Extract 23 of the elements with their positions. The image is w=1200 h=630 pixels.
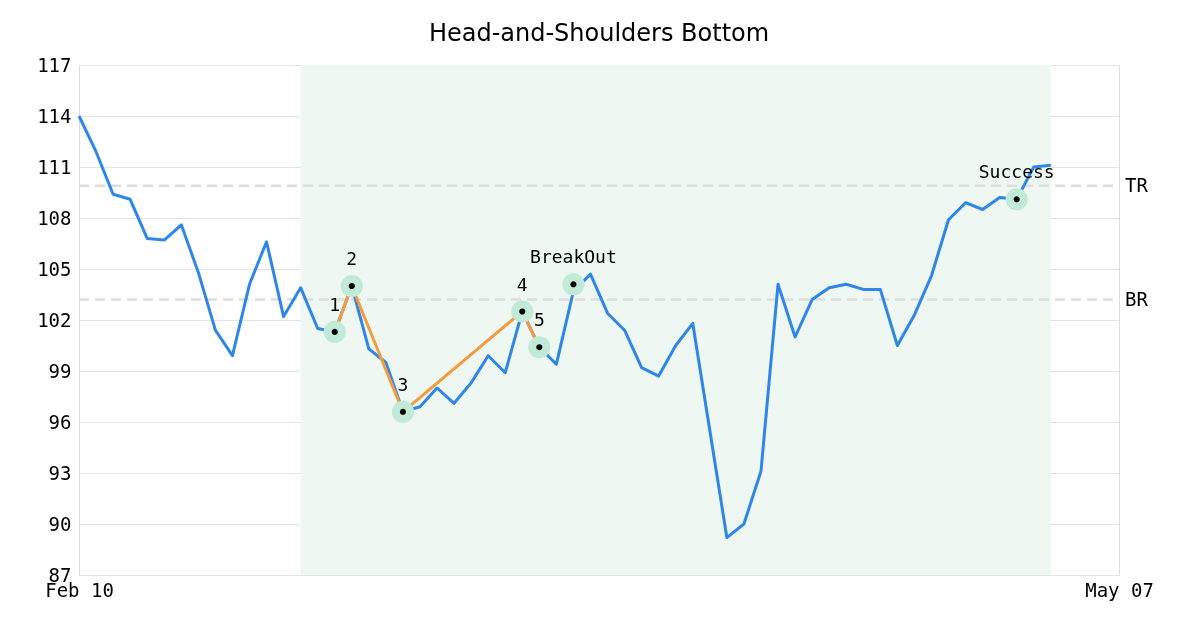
y-tick-label: 90 (48, 512, 72, 535)
line-series (77, 114, 1053, 540)
y-tick-label: 99 (48, 359, 72, 382)
y-tick-label: 93 (48, 461, 72, 484)
x-tick-label: May 07 (1085, 578, 1154, 601)
chart-title: Head-and-Shoulders Bottom (428, 19, 770, 47)
ref-line-label: TR (1125, 173, 1149, 196)
y-tick-label: 102 (37, 308, 72, 331)
y-tick-label: 117 (37, 53, 72, 76)
annotation: 2 (346, 248, 358, 269)
ref-line-label: BR (1125, 287, 1149, 310)
annotation: BreakOut (530, 246, 617, 268)
point (1005, 188, 1028, 211)
y-tick-label: 114 (37, 104, 72, 127)
annotation: 3 (397, 373, 409, 395)
y-tick-label: 96 (48, 410, 72, 433)
point (562, 273, 585, 296)
annotation: 5 (533, 309, 545, 331)
y-tick-label: 105 (37, 257, 72, 280)
annotation: 1 (329, 293, 341, 315)
y-tick-label: 111 (37, 155, 72, 178)
annotation: 4 (516, 273, 528, 295)
y-tick-label: 108 (37, 206, 72, 229)
